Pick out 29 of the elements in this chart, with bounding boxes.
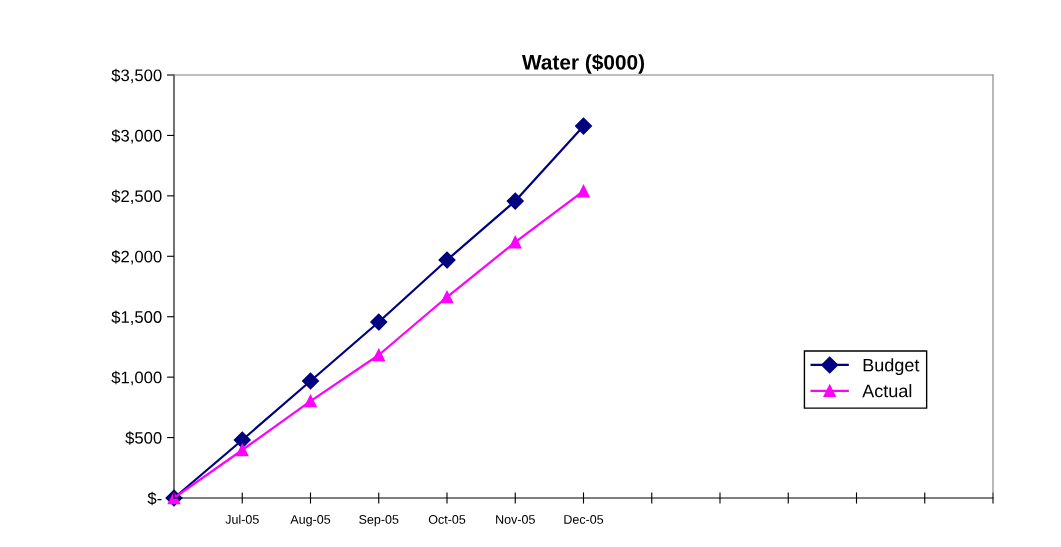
x-tick-label: Dec-05: [564, 515, 604, 524]
y-tick-label: $3,000: [111, 129, 162, 144]
y-tick-label: $2,500: [111, 189, 162, 205]
point: [574, 117, 593, 135]
x-tick-label: Sep-05: [359, 515, 399, 527]
point: [577, 184, 590, 198]
point: [440, 290, 454, 304]
y-tick-label: $1,000: [111, 370, 162, 386]
x-tick-label: Nov-05: [496, 515, 535, 524]
x-tick-label: Oct-05: [428, 515, 466, 524]
y-tick-label: $-: [147, 491, 162, 506]
y-tick-label: $2,000: [111, 249, 162, 265]
point: [301, 372, 320, 390]
point: [508, 235, 522, 249]
point: [438, 251, 456, 269]
point: [370, 313, 388, 331]
legend-label: Budget: [863, 358, 920, 376]
y-tick-label: $1,500: [111, 310, 162, 325]
legend-label: Actual: [862, 384, 912, 398]
point: [235, 443, 249, 457]
point: [372, 348, 386, 362]
y-tick-label: $3,500: [111, 68, 162, 84]
chart-title: Water ($000): [521, 53, 645, 74]
point: [233, 431, 251, 449]
x-tick-label: Aug-05: [290, 515, 331, 527]
x-tick-label: Jul-05: [225, 514, 259, 524]
point: [506, 192, 524, 210]
point: [304, 394, 317, 408]
y-tick-label: $500: [125, 431, 162, 445]
